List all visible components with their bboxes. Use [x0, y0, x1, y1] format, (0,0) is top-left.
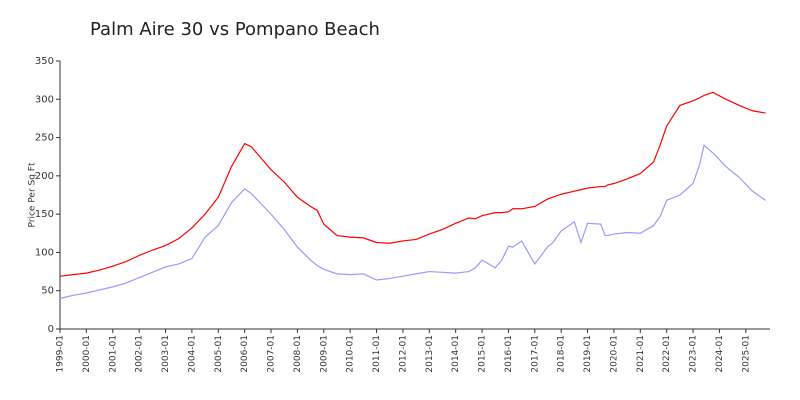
y-tick-label: 200 — [35, 171, 54, 182]
x-tick-label: 2013-01 — [425, 335, 435, 373]
x-tick-label: 2018-01 — [557, 335, 567, 373]
y-tick-label: 150 — [35, 209, 54, 220]
series-line — [59, 91, 766, 277]
y-axis-label: Price Per Sq Ft — [28, 162, 38, 227]
x-tick-label: 2000-01 — [82, 335, 92, 373]
x-tick-label: 2020-01 — [609, 335, 619, 373]
chart-title: Palm Aire 30 vs Pompano Beach — [90, 19, 380, 40]
y-tick-label: 0 — [48, 324, 54, 335]
y-tick-label: 250 — [35, 133, 54, 144]
x-tick-label: 2002-01 — [135, 335, 145, 373]
x-tick-label: 2024-01 — [715, 335, 725, 373]
x-tick-label: 2011-01 — [372, 335, 382, 373]
x-tick-label: 2019-01 — [583, 335, 593, 373]
x-tick-label: 1999-01 — [56, 335, 66, 373]
x-tick-label: 2006-01 — [240, 335, 250, 373]
x-tick-label: 2025-01 — [741, 335, 751, 373]
x-tick-label: 2008-01 — [293, 335, 303, 373]
y-tick-label: 100 — [35, 247, 54, 258]
x-tick-label: 2010-01 — [346, 335, 356, 373]
y-tick-label: 350 — [35, 56, 54, 67]
y-tick-label: 300 — [35, 94, 54, 105]
x-tick-label: 2003-01 — [161, 335, 171, 373]
y-tick-label: 50 — [41, 286, 54, 297]
x-tick-label: 2012-01 — [398, 335, 408, 373]
x-tick-label: 2017-01 — [530, 335, 540, 373]
series-line — [59, 144, 766, 299]
x-tick-label: 2023-01 — [689, 335, 699, 373]
x-tick-label: 2005-01 — [214, 335, 224, 373]
x-tick-label: 2007-01 — [267, 335, 277, 373]
x-tick-label: 2014-01 — [451, 335, 461, 373]
x-tick-label: 2001-01 — [108, 335, 118, 373]
x-tick-label: 2021-01 — [636, 335, 646, 373]
x-tick-label: 2022-01 — [662, 335, 672, 373]
x-tick-label: 2009-01 — [319, 335, 329, 373]
x-tick-label: 2004-01 — [187, 335, 197, 373]
x-tick-label: 2015-01 — [478, 335, 488, 373]
x-tick-label: 2016-01 — [504, 335, 514, 373]
